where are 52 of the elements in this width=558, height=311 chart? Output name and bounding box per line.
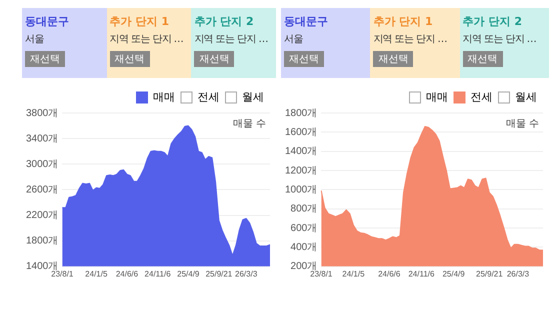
text: 재선택	[110, 51, 150, 67]
x-tick-label: 26/3/3	[235, 269, 258, 278]
y-tick-label: 3000개	[26, 158, 58, 170]
x-tick-label: 24/6/6	[116, 269, 139, 278]
text: 재선택	[194, 51, 234, 67]
x-tick-label: 25/9/21	[476, 269, 504, 278]
text: 동대문구	[25, 14, 70, 29]
y-tick-label: 1000개	[284, 184, 318, 196]
y-axis-title: 매물 수	[506, 118, 539, 130]
text: 추가 단지 2	[462, 14, 523, 29]
x-tick-label: 24/11/6	[144, 269, 172, 278]
text: 지역 또는 단지 …	[194, 33, 269, 46]
x-tick-label: 24/11/6	[408, 269, 435, 278]
y-axis-title: 매물 수	[232, 118, 266, 130]
text: 동대문구	[284, 14, 329, 29]
x-tick-label: 25/4/9	[177, 269, 200, 278]
y-tick-label: 3800개	[26, 108, 58, 119]
legend-label: 매매	[153, 90, 175, 104]
y-tick-label: 1200개	[284, 165, 318, 176]
y-tick-label: 2200개	[26, 210, 58, 222]
text: 재선택	[25, 51, 65, 67]
text: 재선택	[284, 51, 324, 67]
y-tick-label: 1800개	[26, 236, 58, 247]
legend-label: 매매	[426, 90, 448, 104]
x-tick-label: 24/1/5	[342, 269, 366, 278]
y-tick-label: 3400개	[26, 133, 58, 144]
text: 지역 또는 단지 …	[373, 33, 448, 46]
y-tick-label: 1600개	[284, 126, 318, 138]
legend-label: 월세	[242, 90, 264, 104]
y-tick-label: 800개	[290, 204, 318, 215]
y-tick-label: 1800개	[284, 108, 318, 119]
y-tick-label: 1400개	[284, 146, 318, 158]
legend-label: 전세	[198, 90, 220, 104]
text: 추가 단지 1	[110, 14, 170, 29]
text: 지역 또는 단지 …	[110, 33, 184, 46]
y-tick-label: 400개	[290, 242, 318, 253]
x-tick-label: 26/3/3	[506, 269, 530, 278]
legend-label: 월세	[515, 90, 537, 104]
text: 서울	[25, 33, 45, 46]
x-tick-label: 25/4/9	[442, 269, 466, 278]
text: 재선택	[462, 51, 503, 67]
text: 지역 또는 단지 …	[462, 33, 538, 46]
legend-label: 전세	[470, 90, 492, 104]
y-tick-label: 600개	[290, 222, 318, 234]
text: 추가 단지 2	[194, 14, 255, 29]
x-tick-label: 24/6/6	[378, 269, 401, 278]
text: 추가 단지 1	[373, 14, 434, 29]
x-tick-label: 25/9/21	[206, 269, 233, 278]
text: 서울	[284, 33, 304, 46]
text: 재선택	[373, 51, 414, 67]
x-tick-label: 24/1/5	[85, 269, 108, 278]
y-tick-label: 2600개	[26, 184, 58, 196]
